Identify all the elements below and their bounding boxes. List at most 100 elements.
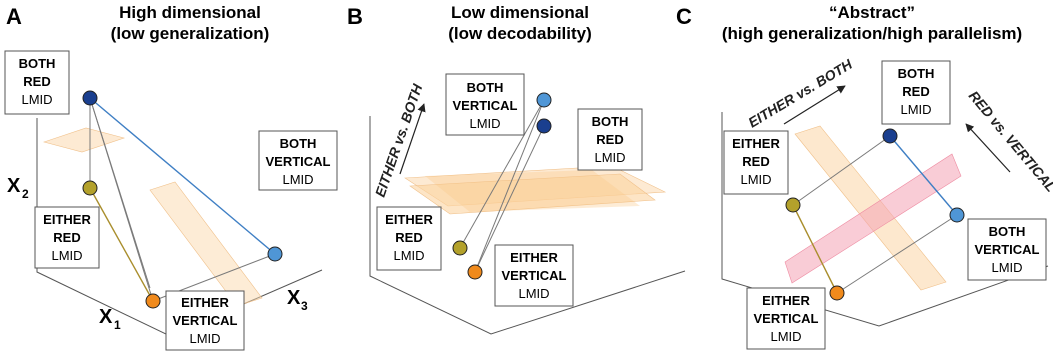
- panel-a-plane-2: [149, 181, 263, 307]
- panel-a-title-line1: High dimensional: [119, 3, 261, 22]
- panel-a-letter: A: [6, 4, 22, 29]
- svg-text:BOTH: BOTH: [280, 136, 317, 151]
- panel-c-title-line2: (high generalization/high parallelism): [722, 24, 1022, 43]
- panel-b-label-both-vertical: BOTH VERTICAL LMID: [445, 73, 525, 136]
- svg-text:BOTH: BOTH: [898, 66, 935, 81]
- svg-text:VERTICAL: VERTICAL: [502, 268, 567, 283]
- svg-text:LMID: LMID: [282, 172, 313, 187]
- svg-text:X: X: [7, 175, 21, 197]
- panel-c-label-either-red: EITHER RED LMID: [723, 130, 789, 195]
- svg-text:2: 2: [22, 187, 29, 201]
- panel-b-label-both-red: BOTH RED LMID: [577, 108, 643, 171]
- panel-b: B Low dimensional (low decodability) EIT…: [347, 3, 686, 335]
- svg-text:BOTH: BOTH: [989, 224, 1026, 239]
- svg-text:BOTH: BOTH: [467, 80, 504, 95]
- panel-c: C “Abstract” (high generalization/high p…: [676, 3, 1053, 350]
- svg-text:LMID: LMID: [21, 92, 52, 107]
- svg-text:LMID: LMID: [189, 331, 220, 346]
- svg-text:3: 3: [301, 299, 308, 313]
- panel-a-label-both-red: BOTH RED LMID: [4, 50, 70, 115]
- panel-c-title-line1: “Abstract”: [829, 3, 915, 22]
- svg-text:LMID: LMID: [469, 116, 500, 131]
- panel-a-label-both-vertical: BOTH VERTICAL LMID: [258, 130, 338, 191]
- panel-a-dot-both-vertical: [267, 246, 283, 262]
- panel-b-title-line2: (low decodability): [448, 24, 592, 43]
- panel-b-plane-3: [425, 170, 640, 212]
- panel-b-label-either-vertical: EITHER VERTICAL LMID: [494, 244, 574, 307]
- svg-text:EITHER: EITHER: [762, 293, 810, 308]
- svg-text:RED: RED: [902, 84, 929, 99]
- svg-text:LMID: LMID: [594, 150, 625, 165]
- svg-text:VERTICAL: VERTICAL: [975, 242, 1040, 257]
- panel-c-letter: C: [676, 4, 692, 29]
- panel-a-dot-either-vertical: [145, 293, 161, 309]
- panel-a-label-either-red: EITHER RED LMID: [34, 206, 100, 269]
- panel-b-plane-2: [409, 173, 656, 215]
- panel-c-dot-either-red: [785, 197, 801, 213]
- svg-text:LMID: LMID: [770, 329, 801, 344]
- panel-b-line-1: [459, 99, 545, 249]
- panel-a-plane-1: [42, 127, 126, 153]
- panel-c-dot-either-vertical: [829, 285, 845, 301]
- panel-a-dot-both-red: [82, 90, 98, 106]
- svg-text:BOTH: BOTH: [592, 114, 629, 129]
- panel-a-axis-x3-label: X 3: [287, 287, 308, 313]
- panel-a-line-blue: [89, 97, 276, 255]
- panel-b-dot-either-vertical: [467, 264, 483, 280]
- panel-c-plane-pink: [784, 153, 962, 284]
- panel-a-axis-x1-label: X 1: [99, 306, 121, 332]
- panel-c-direction-arrow-1: [783, 85, 846, 125]
- svg-text:X: X: [287, 287, 301, 309]
- panel-b-title-line1: Low dimensional: [451, 3, 589, 22]
- panel-b-label-either-red: EITHER RED LMID: [376, 206, 442, 271]
- svg-text:VERTICAL: VERTICAL: [453, 98, 518, 113]
- svg-text:RED: RED: [742, 154, 769, 169]
- panel-a: A High dimensional (low generalization) …: [4, 3, 338, 351]
- svg-text:X: X: [99, 306, 113, 328]
- panel-b-dot-either-red: [452, 240, 468, 256]
- panel-c-label-both-red: BOTH RED LMID: [881, 60, 951, 125]
- svg-text:VERTICAL: VERTICAL: [754, 311, 819, 326]
- svg-text:BOTH: BOTH: [19, 56, 56, 71]
- svg-text:EITHER: EITHER: [43, 212, 91, 227]
- panel-c-direction-label-1: EITHER vs. BOTH: [745, 55, 855, 130]
- panel-a-axis-x2-label: X 2: [7, 175, 29, 201]
- panel-c-direction-label-2: RED vs. VERTICAL: [966, 88, 1053, 195]
- svg-text:RED: RED: [53, 230, 80, 245]
- svg-text:EITHER: EITHER: [732, 136, 780, 151]
- panel-b-axes: [369, 116, 686, 335]
- svg-text:LMID: LMID: [740, 172, 771, 187]
- panel-c-dot-both-red: [882, 128, 898, 144]
- svg-text:1: 1: [114, 318, 121, 332]
- panel-a-line-both-red-either-vertical-2: [89, 97, 151, 289]
- panel-c-line-either-vertical-both-vertical: [836, 214, 958, 294]
- svg-text:LMID: LMID: [991, 260, 1022, 275]
- panel-a-label-either-vertical: EITHER VERTICAL LMID: [165, 290, 245, 351]
- svg-text:EITHER: EITHER: [510, 250, 558, 265]
- panel-c-line-blue: [889, 135, 958, 216]
- svg-text:RED: RED: [23, 74, 50, 89]
- panel-b-letter: B: [347, 4, 363, 29]
- svg-text:EITHER: EITHER: [385, 212, 433, 227]
- svg-text:LMID: LMID: [393, 248, 424, 263]
- panel-c-dot-both-vertical: [949, 207, 965, 223]
- svg-text:EITHER: EITHER: [181, 295, 229, 310]
- panel-b-dot-both-vertical: [536, 92, 552, 108]
- panel-b-direction-arrow: [399, 103, 426, 175]
- panel-b-line-3: [474, 99, 545, 273]
- svg-text:RED: RED: [596, 132, 623, 147]
- svg-text:VERTICAL: VERTICAL: [266, 154, 331, 169]
- panel-c-direction-arrow-2: [965, 123, 1011, 173]
- panel-a-dot-either-red: [82, 180, 98, 196]
- panel-a-title-line2: (low generalization): [111, 24, 270, 43]
- svg-text:VERTICAL: VERTICAL: [173, 313, 238, 328]
- panel-b-line-2: [474, 125, 545, 273]
- panel-c-line-either-red-both-red: [792, 135, 891, 206]
- panel-b-dot-both-red: [536, 118, 552, 134]
- svg-text:LMID: LMID: [900, 102, 931, 117]
- svg-text:LMID: LMID: [518, 286, 549, 301]
- svg-text:LMID: LMID: [51, 248, 82, 263]
- panel-c-label-either-vertical: EITHER VERTICAL LMID: [746, 287, 826, 350]
- panel-a-line-olive: [89, 187, 154, 302]
